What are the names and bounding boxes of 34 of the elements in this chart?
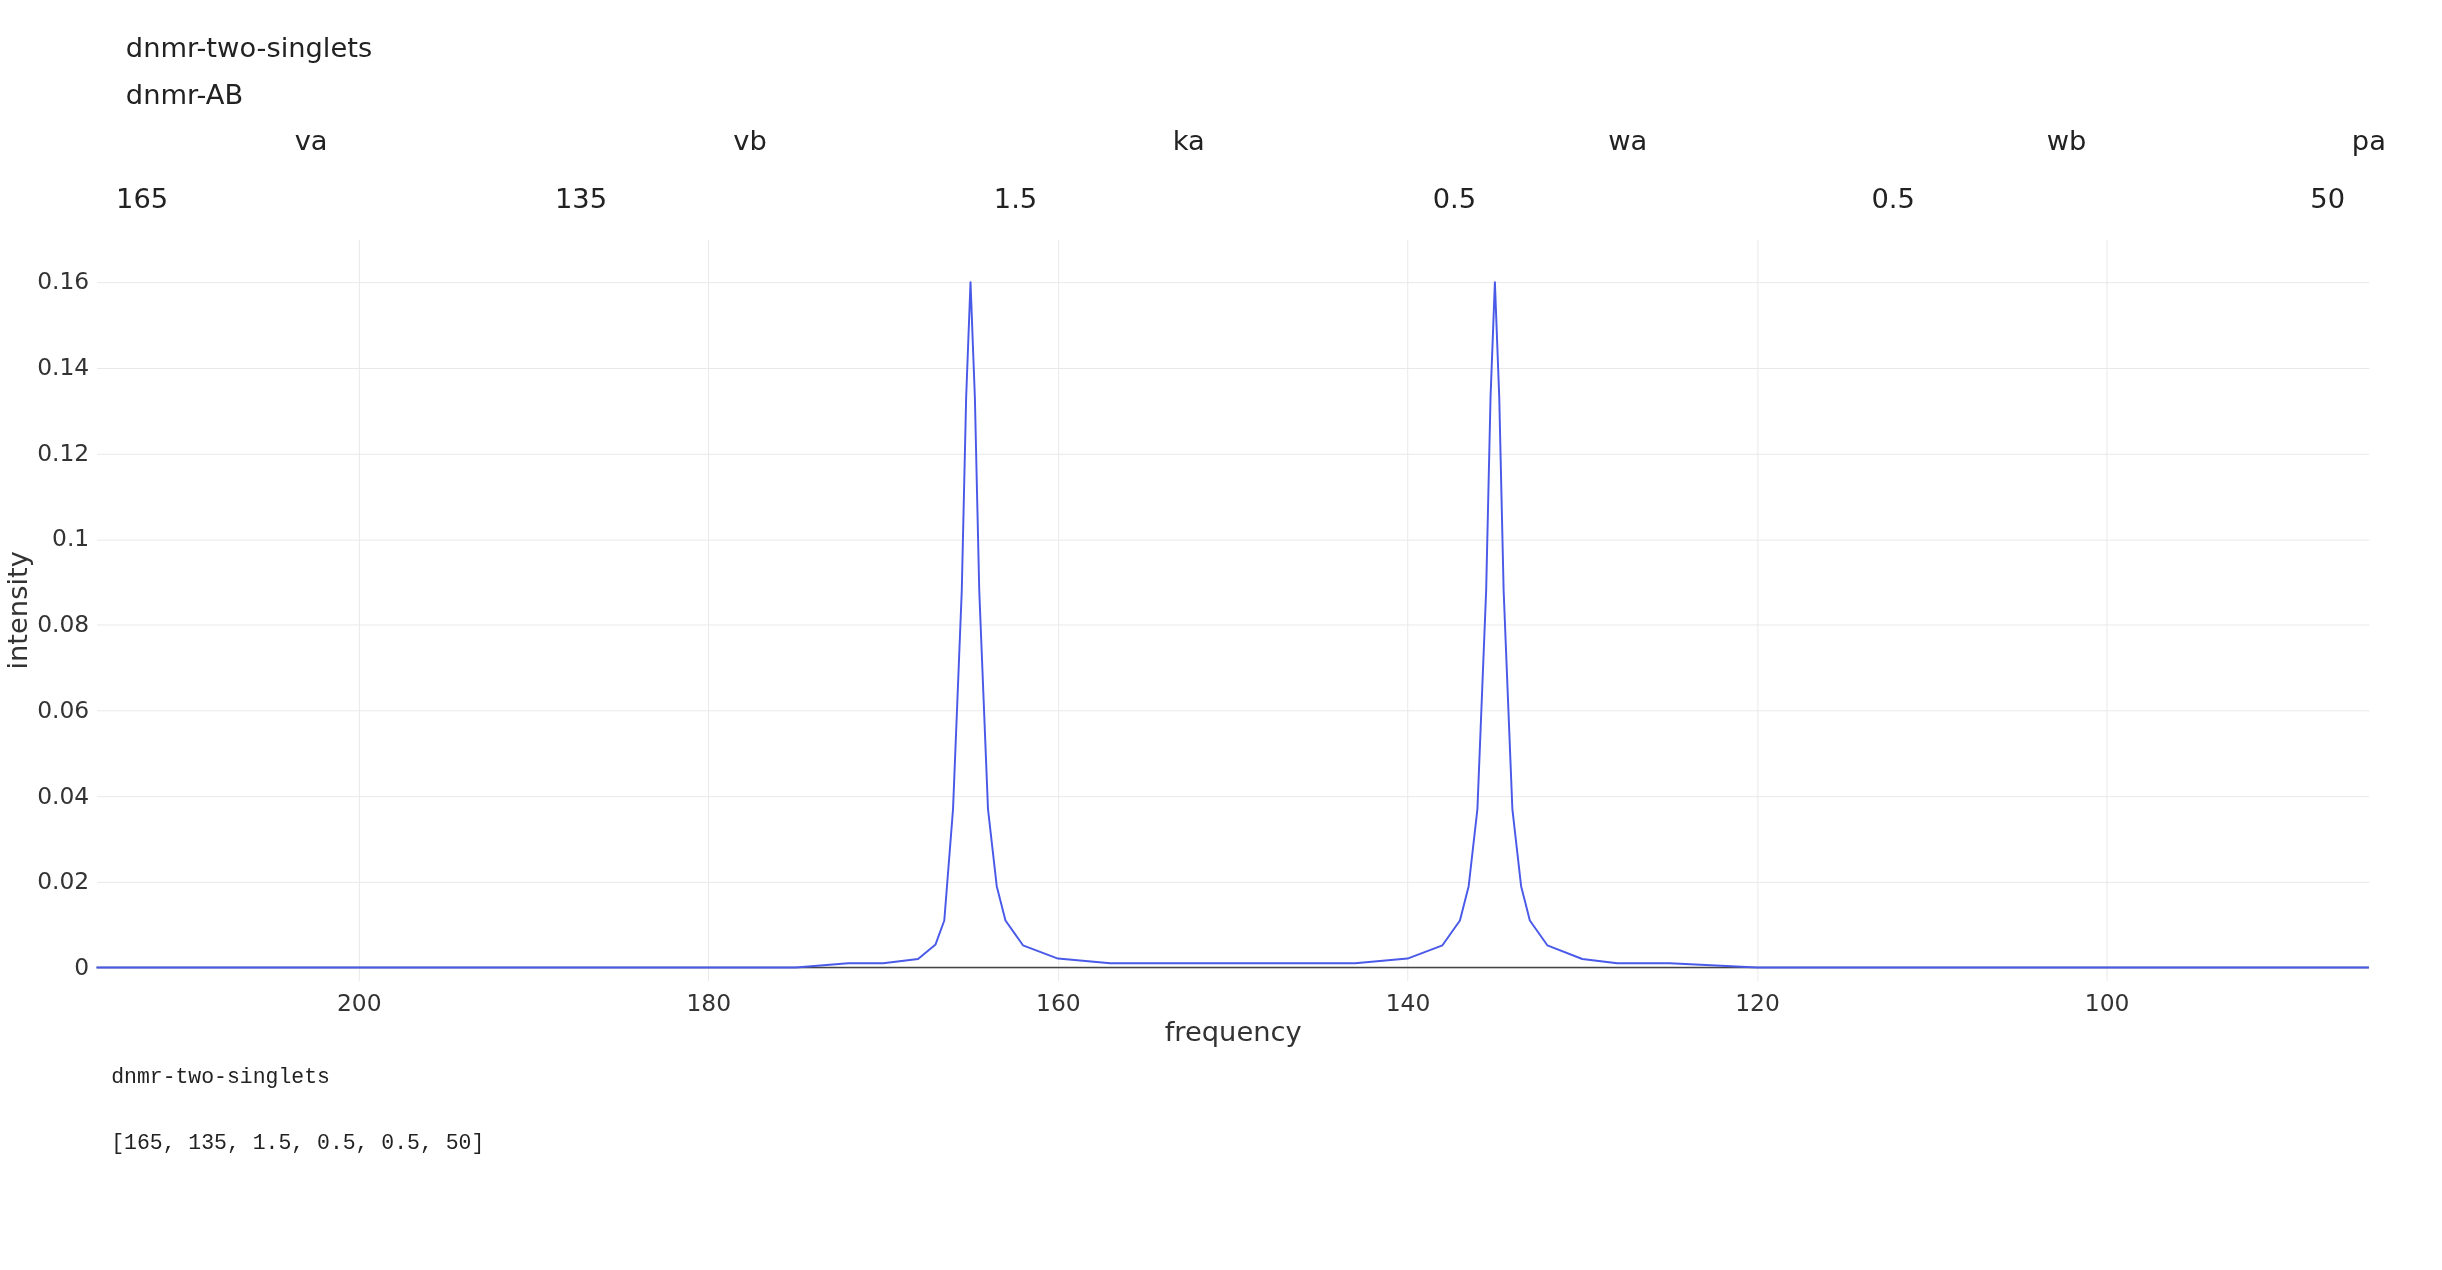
- line-series: [95, 281, 2370, 969]
- text: pa: [2351, 124, 2386, 156]
- y-axis-title: intensity: [2, 551, 34, 670]
- text: 50: [2310, 183, 2346, 215]
- text: dnmr-two-singlets: [111, 1064, 330, 1089]
- y-tick-label: 0.14: [37, 353, 90, 382]
- y-tick-label: 0: [74, 952, 90, 981]
- text: 165: [116, 183, 169, 215]
- text: wb: [2046, 124, 2087, 156]
- text: dnmr-AB: [125, 78, 244, 110]
- y-tick-label: 0.04: [37, 781, 90, 810]
- text: vb: [733, 124, 767, 156]
- y-tick-label: 0.1: [52, 524, 90, 553]
- y-tick-label: 0.08: [37, 610, 90, 639]
- text: 0.5: [1871, 183, 1915, 215]
- text: va: [294, 124, 328, 156]
- x-tick-label: 200: [336, 989, 382, 1018]
- x-tick-label: 100: [2084, 989, 2130, 1018]
- text: 135: [554, 183, 608, 215]
- x-tick-label: 180: [686, 989, 732, 1018]
- x-tick-label: 120: [1735, 989, 1780, 1018]
- text: 0.5: [1432, 183, 1477, 215]
- y-tick-label: 0.02: [37, 867, 90, 896]
- y-tick-label: 0.06: [37, 695, 90, 724]
- y-tick-label: 0.12: [37, 438, 90, 467]
- text: wa: [1608, 124, 1648, 156]
- text: ka: [1172, 124, 1205, 156]
- text: 1.5: [993, 183, 1038, 215]
- text: dnmr-two-singlets: [125, 31, 373, 63]
- x-tick-label: 140: [1385, 989, 1431, 1018]
- x-tick-label: 160: [1036, 989, 1081, 1018]
- y-tick-label: 0.16: [37, 267, 90, 296]
- x-axis-title: frequency: [1164, 1016, 1302, 1048]
- text: [165, 135, 1.5, 0.5, 0.5, 50]: [111, 1131, 485, 1156]
